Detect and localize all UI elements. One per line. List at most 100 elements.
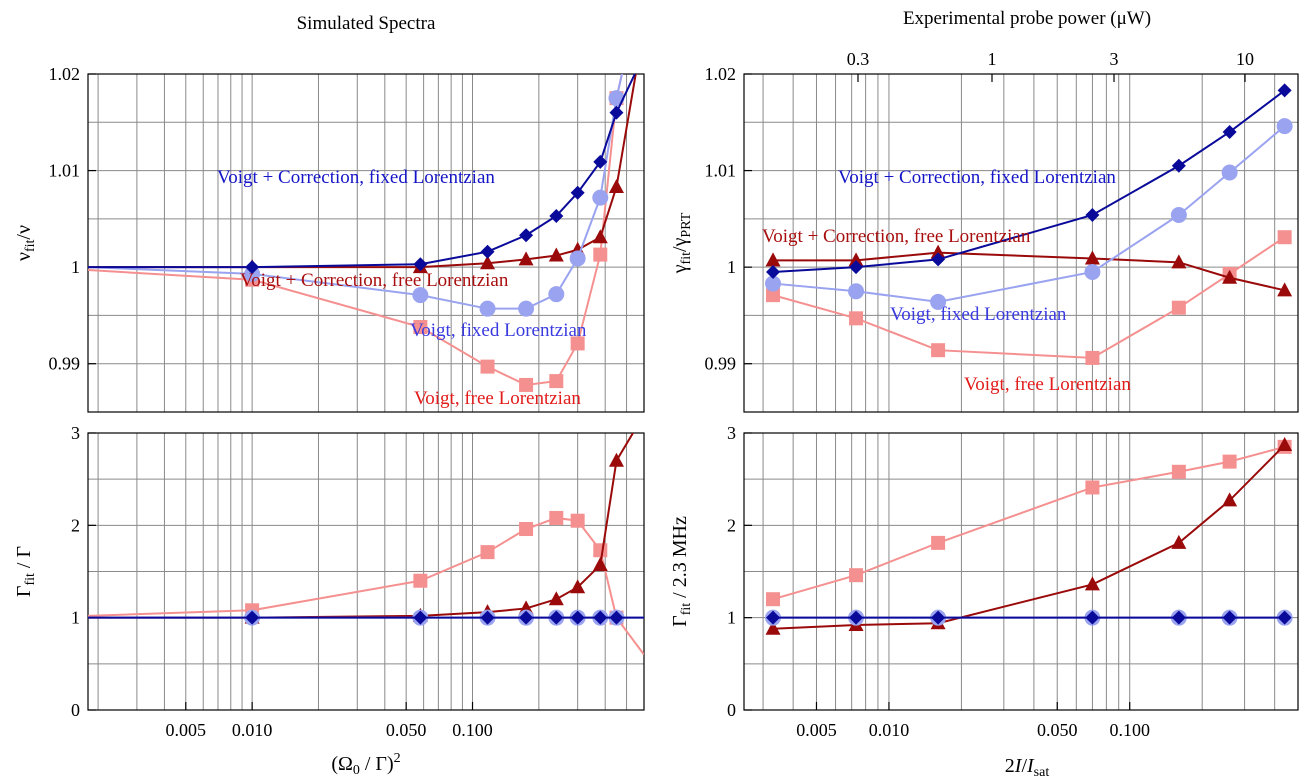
data-point-voigt-fixed — [1084, 263, 1101, 280]
data-point-voigt-corr-free — [1222, 492, 1238, 507]
data-point-voigt-corr-fixed — [413, 257, 428, 272]
data-point-voigt-corr-free — [548, 591, 564, 606]
grid — [88, 433, 644, 710]
data-point-voigt-corr-fixed — [549, 610, 564, 625]
series-line-voigt-fixed — [88, 74, 623, 310]
y-axis-label: γfit/γPRT — [669, 212, 694, 274]
data-point-voigt-corr-fixed — [593, 610, 608, 625]
series-line-voigt-corr-free — [772, 444, 1286, 630]
data-point-voigt-free — [849, 568, 864, 583]
data-point-voigt-corr-fixed — [931, 252, 946, 267]
data-point-voigt-corr-fixed — [849, 260, 864, 275]
y-tick-label: 1 — [71, 257, 80, 277]
series-group — [88, 74, 637, 392]
x-tick-label: 0.050 — [386, 720, 427, 740]
data-point-voigt-free — [480, 359, 495, 374]
data-point-voigt-free — [480, 545, 495, 560]
y-tick-label: 1 — [727, 257, 736, 277]
data-point-voigt-corr-free — [592, 557, 608, 572]
left-title: Simulated Spectra — [297, 13, 436, 34]
data-point-voigt-corr-fixed — [413, 610, 428, 625]
data-point-voigt-corr-free — [518, 251, 534, 266]
y-tick-label: 2 — [727, 515, 736, 535]
grid — [744, 433, 1298, 710]
data-point-voigt-free — [931, 535, 946, 550]
data-point-voigt-corr-fixed — [519, 610, 534, 625]
y-tick-label: 1.01 — [49, 161, 81, 181]
data-point-voigt-free — [413, 573, 428, 588]
data-point-voigt-corr-free — [765, 620, 781, 635]
left-top-panel: 0.99 1 1.01 1.02 νfit/ν Voigt + Correction, f… — [13, 64, 645, 413]
data-point-voigt-corr-free — [1277, 282, 1293, 297]
data-point-voigt-free — [931, 343, 946, 358]
annotation-voigt-corr-fixed: Voigt + Correction, fixed Lorentzian — [217, 167, 495, 188]
y-tick-label: 3 — [727, 423, 736, 443]
data-point-voigt-fixed — [608, 90, 625, 107]
series-group — [765, 437, 1293, 635]
right-bottom-panel: 0 1 2 3 0.005 0.010 0.050 0.100 Γfit / 2.3 MHz — [669, 423, 1299, 740]
left-xlabel: (Ω0 / Γ)2 — [331, 751, 400, 778]
series-line-voigt-free — [88, 516, 644, 656]
data-point-voigt-free — [1222, 454, 1237, 469]
annotation-voigt-fixed: Voigt, fixed Lorentzian — [410, 320, 587, 341]
data-point-voigt-corr-fixed — [519, 228, 534, 243]
y-tick-label: 1 — [727, 608, 736, 628]
data-point-voigt-corr-fixed — [1277, 610, 1292, 625]
y-tick-label: 1.02 — [705, 64, 737, 84]
x-tick-label: 0.005 — [796, 720, 837, 740]
plot-frame — [87, 432, 645, 711]
annotation-voigt-corr-free: Voigt + Correction, free Lorentzian — [240, 270, 509, 291]
data-point-voigt-corr-free — [848, 252, 864, 267]
plot-frame — [87, 73, 645, 413]
data-point-voigt-free — [549, 510, 564, 525]
data-point-voigt-fixed — [930, 293, 947, 310]
data-point-voigt-corr-free — [1084, 250, 1100, 265]
y-tick-label: 1 — [71, 608, 80, 628]
annotation-voigt-free: Voigt, free Lorentzian — [414, 388, 581, 409]
data-point-voigt-corr-free — [1222, 269, 1238, 284]
y-tick-label: 1.02 — [49, 64, 81, 84]
series-group — [765, 83, 1293, 365]
series-line-voigt-fixed — [772, 125, 1286, 303]
annotation-voigt-fixed: Voigt, fixed Lorentzian — [890, 304, 1067, 325]
data-point-voigt-corr-fixed — [1171, 610, 1186, 625]
data-point-voigt-corr-free — [480, 255, 496, 270]
data-point-voigt-corr-free — [548, 247, 564, 262]
data-point-voigt-corr-fixed — [480, 610, 495, 625]
data-point-voigt-corr-fixed — [1171, 158, 1186, 173]
data-point-voigt-fixed — [548, 286, 565, 303]
data-point-voigt-corr-fixed — [570, 610, 585, 625]
data-point-voigt-corr-fixed — [480, 244, 495, 259]
data-point-voigt-corr-free — [765, 252, 781, 267]
data-point-voigt-corr-fixed — [609, 105, 624, 120]
data-point-voigt-free — [570, 513, 585, 528]
data-point-voigt-free — [1171, 300, 1186, 315]
data-point-voigt-corr-free — [1171, 254, 1187, 269]
data-point-voigt-corr-free — [1277, 437, 1293, 452]
right-top-panel: 0.99 1 1.01 1.02 0.3 1 3 10 γfit/γPRT Voigt + Cor… — [669, 49, 1299, 413]
x-tick-label: 0.100 — [1109, 720, 1150, 740]
data-point-voigt-free — [593, 247, 608, 262]
y-tick-label: 2 — [71, 515, 80, 535]
data-point-voigt-fixed — [765, 275, 782, 292]
series-line-voigt-corr-free — [88, 74, 637, 269]
data-point-voigt-corr-fixed — [1222, 124, 1237, 139]
series-line-voigt-corr-fixed — [88, 74, 636, 269]
data-point-voigt-fixed — [412, 287, 429, 304]
data-point-voigt-free — [1171, 464, 1186, 479]
x-tick-label: 0.010 — [869, 720, 910, 740]
plot-frame — [743, 432, 1299, 711]
y-axis-label: νfit/ν — [13, 225, 38, 261]
data-point-voigt-corr-fixed — [1277, 83, 1292, 98]
top-tick-label: 10 — [1236, 49, 1254, 69]
series-line-voigt-free — [88, 74, 623, 386]
right-top-axis-label: Experimental probe power (μW) — [903, 8, 1151, 29]
data-point-voigt-corr-fixed — [931, 610, 946, 625]
data-point-voigt-free — [766, 592, 781, 607]
annotation-voigt-corr-free: Voigt + Correction, free Lorentzian — [762, 226, 1031, 247]
data-point-voigt-corr-free — [608, 452, 624, 467]
data-point-voigt-fixed — [592, 189, 609, 206]
grid — [88, 74, 644, 412]
data-point-voigt-fixed — [1221, 164, 1238, 181]
annotation-voigt-free: Voigt, free Lorentzian — [964, 374, 1131, 395]
